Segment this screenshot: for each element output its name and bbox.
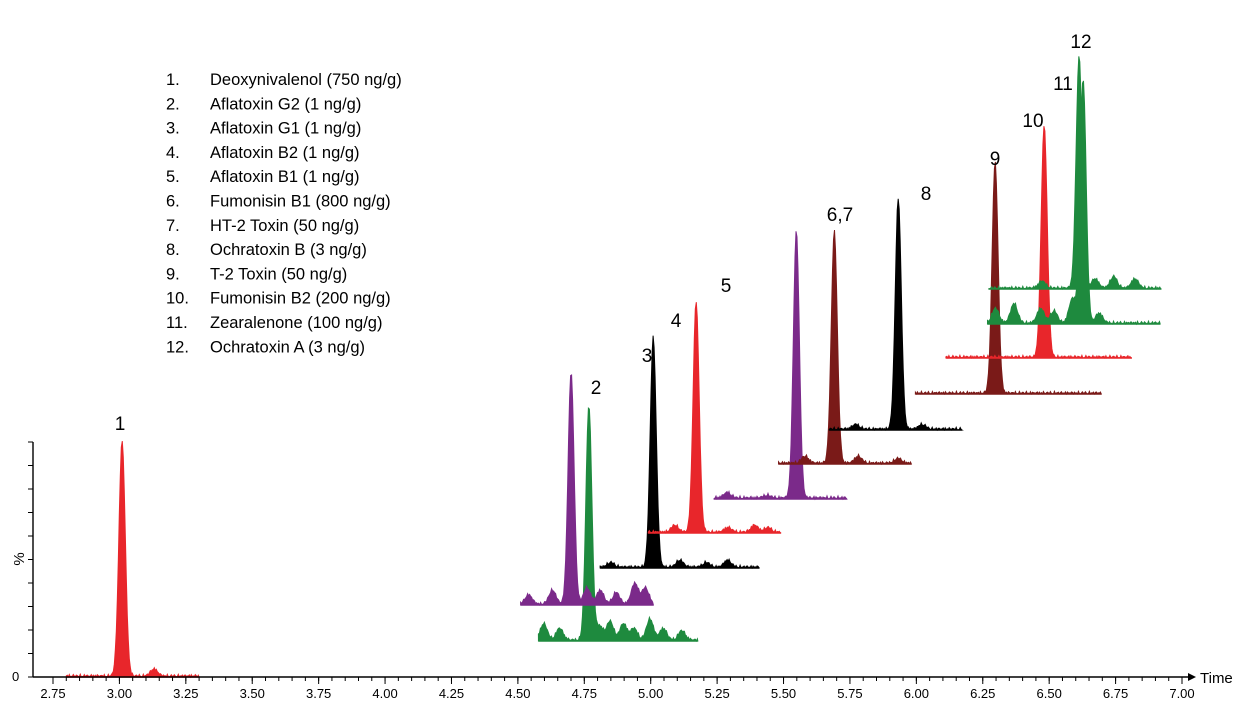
x-tick-label: 6.50 xyxy=(1037,686,1062,701)
trace-8 xyxy=(828,198,964,432)
legend-number: 10. xyxy=(166,290,189,308)
trace-2 xyxy=(537,406,699,642)
x-axis-title: Time xyxy=(1200,670,1233,687)
x-tick-label: 4.25 xyxy=(439,686,464,701)
x-tick-label: 5.25 xyxy=(704,686,729,701)
legend-entry: Aflatoxin G2 (1 ng/g) xyxy=(210,95,361,113)
legend-entry: Fumonisin B2 (200 ng/g) xyxy=(210,290,391,308)
trace-9 xyxy=(914,161,1103,396)
peak-label-1: 1 xyxy=(115,414,126,435)
axes: 2.75 3.00 3.25 3.50 3.75 4.00 4.25 4.50 4.75 5.00… xyxy=(11,441,1233,701)
peak-label-12: 12 xyxy=(1070,32,1091,53)
legend-number: 1. xyxy=(166,71,180,89)
x-tick-label: 2.75 xyxy=(40,686,65,701)
legend-number: 3. xyxy=(166,120,180,138)
trace-1 xyxy=(65,441,200,679)
legend: 1. Deoxynivalenol (750 ng/g) 2. Aflatoxin G… xyxy=(166,71,402,356)
x-tick-label: 5.75 xyxy=(837,686,862,701)
peak-label-2: 2 xyxy=(591,378,602,399)
x-tick-label: 4.75 xyxy=(572,686,597,701)
x-tick-label: 3.25 xyxy=(173,686,198,701)
legend-entry: Fumonisin B1 (800 ng/g) xyxy=(210,193,391,211)
legend-entry: Zearalenone (100 ng/g) xyxy=(210,314,382,332)
legend-entry: Aflatoxin B2 (1 ng/g) xyxy=(210,144,360,162)
legend-number: 11. xyxy=(166,314,188,332)
chromatogram-traces xyxy=(65,56,1162,679)
legend-entry: Aflatoxin G1 (1 ng/g) xyxy=(210,120,361,138)
legend-number: 9. xyxy=(166,265,180,283)
x-ticks: 2.75 3.00 3.25 3.50 3.75 4.00 4.25 4.50 4.75 5.00… xyxy=(40,677,1195,701)
x-tick-label: 5.50 xyxy=(771,686,796,701)
trace-6-7 xyxy=(713,231,848,501)
legend-entry: HT-2 Toxin (50 ng/g) xyxy=(210,217,359,235)
legend-entry: Ochratoxin A (3 ng/g) xyxy=(210,338,365,356)
peak-label-9: 9 xyxy=(990,149,1001,170)
x-tick-label: 3.50 xyxy=(240,686,265,701)
legend-entry: T-2 Toxin (50 ng/g) xyxy=(210,265,347,283)
legend-entry: Ochratoxin B (3 ng/g) xyxy=(210,241,367,259)
x-tick-label: 3.75 xyxy=(306,686,331,701)
y-axis-title: % xyxy=(11,552,28,565)
peak-label-11: 11 xyxy=(1053,74,1073,95)
legend-number: 12. xyxy=(166,338,189,356)
x-tick-label: 4.50 xyxy=(505,686,530,701)
trace-12 xyxy=(988,56,1162,291)
peak-label-10: 10 xyxy=(1022,111,1043,132)
x-tick-label: 3.00 xyxy=(107,686,132,701)
legend-number: 6. xyxy=(166,193,180,211)
legend-entry: Deoxynivalenol (750 ng/g) xyxy=(210,71,402,89)
trace-6-7 xyxy=(777,229,913,466)
legend-entry: Aflatoxin B1 (1 ng/g) xyxy=(210,168,360,186)
x-tick-label: 4.00 xyxy=(372,686,397,701)
y-ticks xyxy=(28,441,33,678)
x-axis-arrow xyxy=(1188,673,1196,681)
peak-label-4: 4 xyxy=(671,311,682,332)
y-tick-label-0: 0 xyxy=(12,669,19,684)
legend-number: 5. xyxy=(166,168,180,186)
peak-label-5: 5 xyxy=(721,276,732,297)
x-tick-label: 5.00 xyxy=(638,686,663,701)
legend-number: 2. xyxy=(166,95,180,113)
peak-label-6-7: 6,7 xyxy=(827,205,853,226)
x-tick-label: 6.75 xyxy=(1103,686,1128,701)
legend-number: 7. xyxy=(166,217,180,235)
x-tick-label: 6.00 xyxy=(904,686,929,701)
legend-number: 8. xyxy=(166,241,180,259)
x-tick-label: 6.25 xyxy=(970,686,995,701)
x-tick-label: 7.00 xyxy=(1169,686,1194,701)
legend-number: 4. xyxy=(166,144,180,162)
peak-label-3: 3 xyxy=(642,346,653,367)
peak-label-8: 8 xyxy=(921,184,932,205)
